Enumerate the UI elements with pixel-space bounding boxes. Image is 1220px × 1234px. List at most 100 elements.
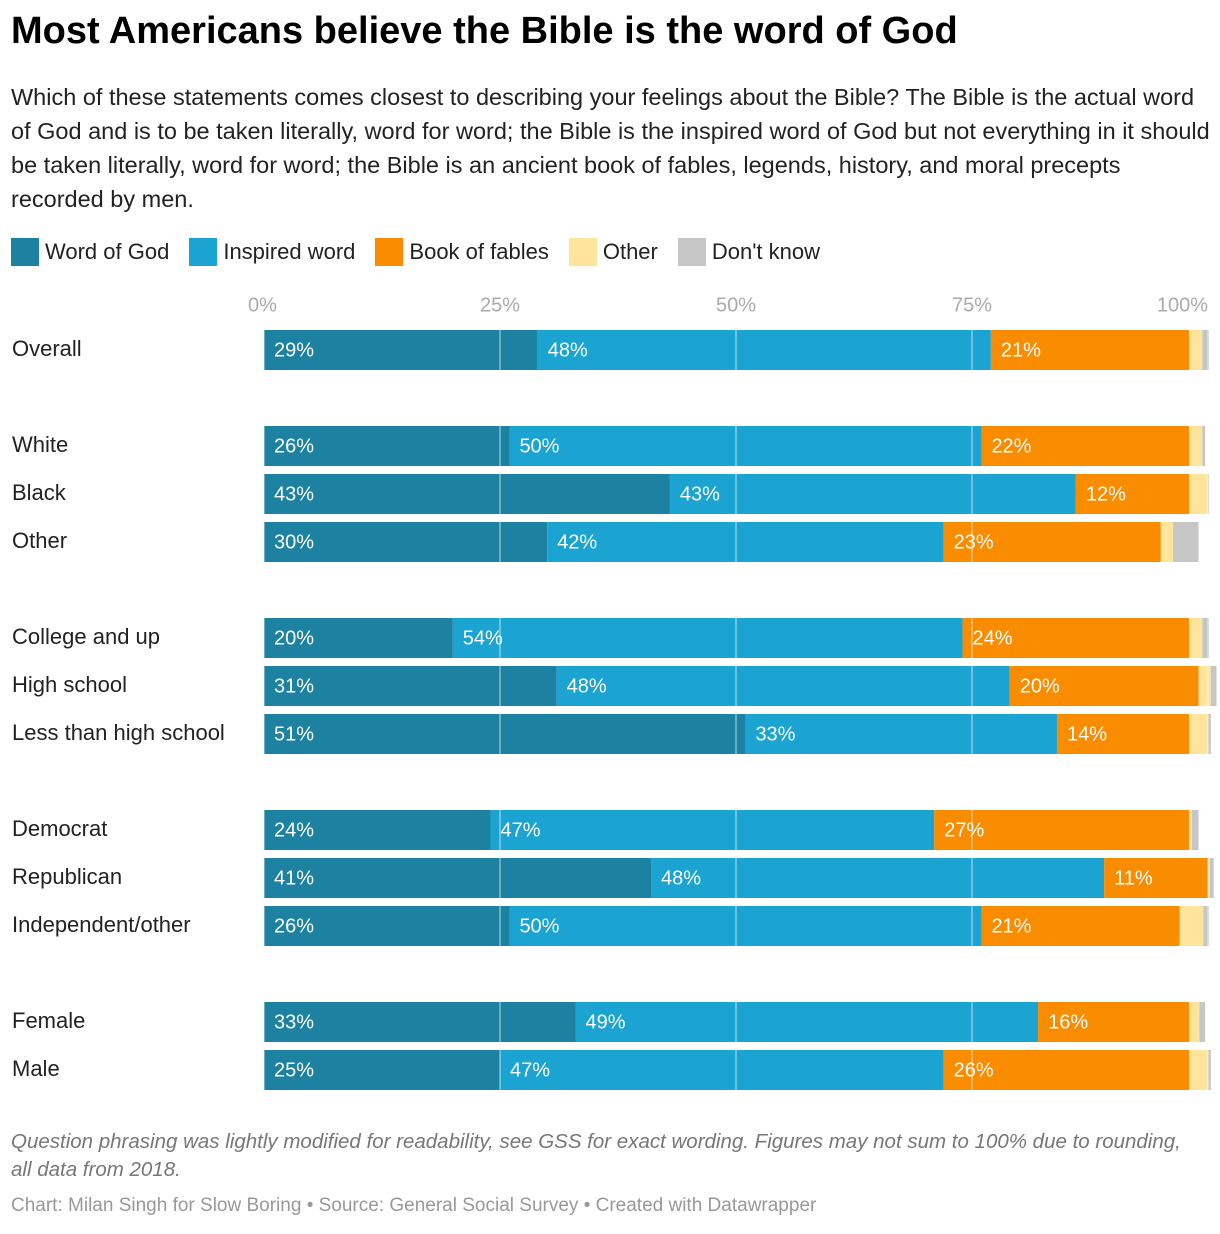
value-label: 54% bbox=[463, 627, 503, 649]
bar-segment bbox=[1189, 810, 1192, 850]
value-label: 43% bbox=[680, 483, 720, 505]
value-label: 30% bbox=[274, 531, 314, 553]
value-label: 48% bbox=[567, 675, 607, 697]
value-label: 50% bbox=[519, 435, 559, 457]
value-label: 21% bbox=[1001, 339, 1041, 361]
value-label: 29% bbox=[274, 339, 314, 361]
bar-segment bbox=[452, 618, 963, 658]
bar-segment bbox=[1160, 522, 1174, 562]
bar-segment bbox=[537, 330, 991, 370]
bar-segment bbox=[1189, 426, 1203, 466]
value-label: 11% bbox=[1114, 867, 1153, 889]
bar-segment bbox=[1104, 858, 1208, 898]
legend-swatch bbox=[189, 238, 218, 266]
bar-segment bbox=[1203, 906, 1209, 946]
value-label: 49% bbox=[586, 1011, 626, 1033]
bar-segment bbox=[669, 474, 1076, 514]
value-label: 42% bbox=[557, 531, 597, 553]
bar-segment bbox=[1191, 810, 1199, 850]
bar-segment bbox=[264, 330, 538, 370]
value-label: 48% bbox=[548, 339, 588, 361]
bar-segment bbox=[1173, 522, 1199, 562]
bar-segment bbox=[490, 810, 935, 850]
legend-item: Inspired word bbox=[189, 238, 355, 266]
source: Chart: Milan Singh for Slow Boring • Sou… bbox=[11, 1195, 817, 1216]
bar-segment bbox=[264, 858, 652, 898]
x-tick-label: 75% bbox=[952, 294, 992, 316]
category-label: Male bbox=[12, 1056, 60, 1081]
legend-label: Word of God bbox=[45, 239, 170, 264]
category-label: College and up bbox=[12, 624, 160, 649]
value-label: 26% bbox=[274, 435, 314, 457]
value-label: 41% bbox=[274, 867, 314, 889]
bar-segment bbox=[990, 330, 1190, 370]
value-label: 20% bbox=[1020, 675, 1060, 697]
legend-label: Book of fables bbox=[409, 239, 549, 264]
bar-segment bbox=[981, 426, 1190, 466]
x-tick-label: 25% bbox=[480, 294, 520, 316]
bar-segment bbox=[962, 618, 1190, 658]
bar-segment bbox=[264, 1050, 500, 1090]
bar-segment bbox=[1202, 426, 1206, 466]
legend-item: Word of God bbox=[11, 238, 169, 266]
bar-segment bbox=[1075, 474, 1190, 514]
legend-item: Don't know bbox=[677, 238, 821, 266]
bar-segment bbox=[1199, 1002, 1206, 1042]
value-label: 26% bbox=[954, 1059, 994, 1081]
bar-segment bbox=[1208, 474, 1209, 514]
bar-segment bbox=[509, 906, 982, 946]
category-label: Republican bbox=[12, 864, 122, 889]
legend-swatch bbox=[568, 238, 597, 266]
bar-segment bbox=[1209, 858, 1214, 898]
bar-segment bbox=[500, 1050, 944, 1090]
value-label: 25% bbox=[274, 1059, 314, 1081]
notes: Question phrasing was lightly modified f… bbox=[11, 1130, 1181, 1181]
bar-segment bbox=[1009, 666, 1199, 706]
bar-segment bbox=[1210, 666, 1217, 706]
bar-segment bbox=[547, 522, 944, 562]
value-label: 33% bbox=[755, 723, 795, 745]
bar-segment bbox=[1208, 858, 1210, 898]
value-label: 14% bbox=[1067, 723, 1107, 745]
bar-segment bbox=[1198, 666, 1211, 706]
legend-label: Don't know bbox=[711, 239, 821, 264]
chart-title: Most Americans believe the Bible is the … bbox=[11, 10, 958, 52]
bar-segment bbox=[745, 714, 1057, 754]
bar-segment bbox=[651, 858, 1105, 898]
x-tick-label: 50% bbox=[716, 294, 756, 316]
legend-swatch bbox=[11, 238, 39, 266]
bar-segment bbox=[264, 666, 557, 706]
value-label: 27% bbox=[944, 819, 984, 841]
bar-segment bbox=[943, 1050, 1190, 1090]
bar-segment bbox=[264, 426, 510, 466]
x-tick-label: 0% bbox=[248, 294, 277, 316]
bar-segment bbox=[1189, 1002, 1200, 1042]
legend-item: Book of fables bbox=[375, 238, 549, 266]
bar-segment bbox=[981, 906, 1180, 946]
bar-segment bbox=[1202, 618, 1209, 658]
legend-swatch bbox=[375, 238, 404, 266]
legend-label: Inspired word bbox=[223, 239, 356, 264]
category-label: Black bbox=[12, 480, 67, 505]
bar-segment bbox=[264, 522, 548, 562]
chart-subtitle: Which of these statements comes closest … bbox=[11, 84, 1210, 212]
bar-segment bbox=[264, 618, 453, 658]
bar-segment bbox=[1208, 714, 1211, 754]
category-label: White bbox=[12, 432, 68, 457]
bar-segment bbox=[264, 1002, 576, 1042]
value-label: 43% bbox=[274, 483, 314, 505]
value-label: 16% bbox=[1048, 1011, 1088, 1033]
bar-segment bbox=[1189, 474, 1208, 514]
legend-item: Other bbox=[568, 238, 658, 266]
category-label: Female bbox=[12, 1008, 85, 1033]
bar-segment bbox=[1189, 714, 1208, 754]
value-label: 23% bbox=[954, 531, 994, 553]
value-label: 24% bbox=[274, 819, 314, 841]
bar-segment bbox=[1189, 618, 1203, 658]
bar-segment bbox=[264, 474, 670, 514]
category-label: High school bbox=[12, 672, 127, 697]
value-label: 33% bbox=[274, 1011, 314, 1033]
bar-segment bbox=[1038, 1002, 1190, 1042]
category-label: Overall bbox=[12, 336, 82, 361]
